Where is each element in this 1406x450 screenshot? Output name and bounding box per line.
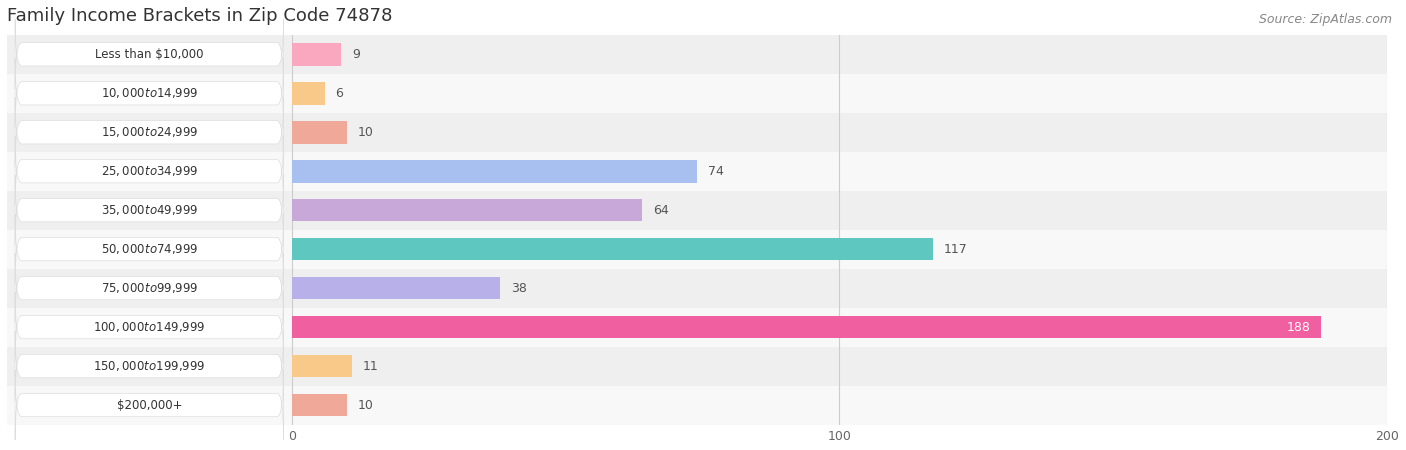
Text: 6: 6	[336, 87, 343, 100]
Bar	[7, 386, 1388, 424]
Text: $50,000 to $74,999: $50,000 to $74,999	[101, 242, 198, 256]
Bar	[7, 35, 1388, 74]
Text: 9: 9	[352, 48, 360, 61]
FancyBboxPatch shape	[15, 214, 284, 284]
Bar	[291, 394, 346, 416]
Bar	[291, 43, 342, 66]
Text: $75,000 to $99,999: $75,000 to $99,999	[101, 281, 198, 295]
Text: 117: 117	[943, 243, 967, 256]
Bar	[7, 269, 1388, 308]
Text: Less than $10,000: Less than $10,000	[96, 48, 204, 61]
Bar	[291, 82, 325, 104]
FancyBboxPatch shape	[15, 58, 284, 128]
Bar	[7, 308, 1388, 346]
Text: 64: 64	[654, 204, 669, 217]
Bar	[7, 152, 1388, 191]
Text: 10: 10	[357, 399, 374, 411]
Text: 188: 188	[1286, 320, 1310, 333]
Text: $150,000 to $199,999: $150,000 to $199,999	[93, 359, 205, 373]
Bar	[7, 191, 1388, 230]
Text: $200,000+: $200,000+	[117, 399, 183, 411]
FancyBboxPatch shape	[15, 19, 284, 90]
Text: $15,000 to $24,999: $15,000 to $24,999	[101, 125, 198, 139]
Bar	[291, 277, 501, 299]
Text: $100,000 to $149,999: $100,000 to $149,999	[93, 320, 205, 334]
FancyBboxPatch shape	[15, 253, 284, 323]
FancyBboxPatch shape	[15, 175, 284, 245]
Text: $10,000 to $14,999: $10,000 to $14,999	[101, 86, 198, 100]
Bar	[7, 230, 1388, 269]
Bar	[7, 113, 1388, 152]
FancyBboxPatch shape	[15, 97, 284, 167]
Text: 10: 10	[357, 126, 374, 139]
Text: 74: 74	[709, 165, 724, 178]
Bar	[291, 121, 346, 144]
FancyBboxPatch shape	[15, 331, 284, 401]
Bar	[291, 160, 697, 183]
FancyBboxPatch shape	[15, 136, 284, 206]
Text: 38: 38	[510, 282, 527, 295]
Text: $25,000 to $34,999: $25,000 to $34,999	[101, 164, 198, 178]
FancyBboxPatch shape	[15, 292, 284, 362]
Bar	[291, 355, 352, 378]
Bar	[7, 346, 1388, 386]
Text: Source: ZipAtlas.com: Source: ZipAtlas.com	[1258, 14, 1392, 27]
FancyBboxPatch shape	[15, 370, 284, 440]
Bar	[291, 316, 1322, 338]
Text: Family Income Brackets in Zip Code 74878: Family Income Brackets in Zip Code 74878	[7, 7, 392, 25]
Text: 11: 11	[363, 360, 378, 373]
Bar	[291, 238, 932, 261]
Bar	[7, 74, 1388, 113]
Text: $35,000 to $49,999: $35,000 to $49,999	[101, 203, 198, 217]
Bar	[291, 199, 643, 221]
